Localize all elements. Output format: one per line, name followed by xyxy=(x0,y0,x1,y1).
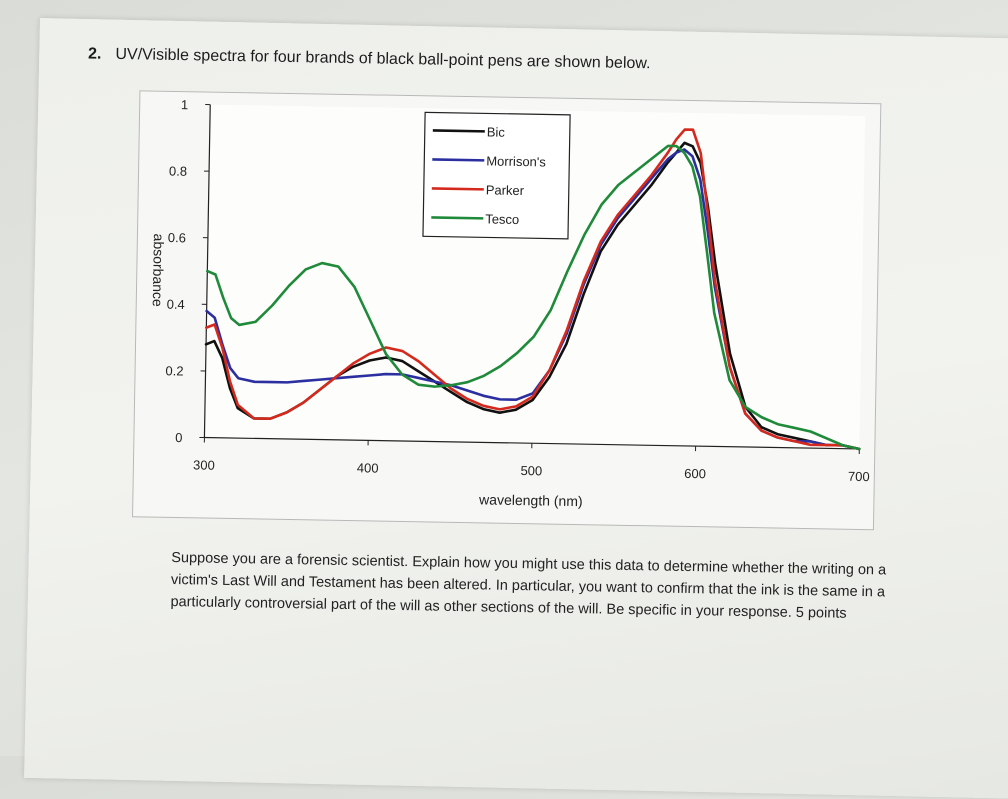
legend-swatch xyxy=(432,159,484,160)
question-prompt: Suppose you are a forensic scientist. Ex… xyxy=(170,547,931,626)
x-tick-label: 400 xyxy=(357,460,379,475)
y-tick-label: 0.8 xyxy=(169,163,187,178)
x-tick-label: 500 xyxy=(520,463,542,478)
legend-swatch xyxy=(431,217,483,218)
question-text: UV/Visible spectra for four brands of bl… xyxy=(115,46,650,72)
legend-label: Parker xyxy=(486,182,525,198)
worksheet-content: 2. UV/Visible spectra for four brands of … xyxy=(0,0,1008,771)
legend-swatch xyxy=(432,188,484,189)
y-tick-label: 1 xyxy=(181,97,188,112)
y-tick-label: 0 xyxy=(175,430,182,445)
chart-svg: 0 0.2 0.4 0.6 0.8 1 300 400 500 600 700 wavelength … xyxy=(133,91,880,529)
legend-label: Morrison's xyxy=(486,153,546,169)
spectra-chart: 0 0.2 0.4 0.6 0.8 1 300 400 500 600 700 wavelength … xyxy=(132,90,881,530)
y-axis-label: absorbance xyxy=(150,233,167,307)
x-tick-label: 700 xyxy=(848,469,870,484)
x-tick-label: 300 xyxy=(193,457,215,472)
legend-label: Tesco xyxy=(485,211,519,227)
question-heading: 2. UV/Visible spectra for four brands of … xyxy=(88,45,651,73)
question-number: 2. xyxy=(88,45,102,62)
legend-swatch xyxy=(433,130,485,131)
x-axis-label: wavelength (nm) xyxy=(478,491,583,509)
y-tick-label: 0.6 xyxy=(168,230,186,245)
y-tick-label: 0.2 xyxy=(165,363,183,378)
legend-label: Bic xyxy=(487,124,506,139)
x-tick-label: 600 xyxy=(684,466,706,481)
y-tick-label: 0.4 xyxy=(167,297,185,312)
